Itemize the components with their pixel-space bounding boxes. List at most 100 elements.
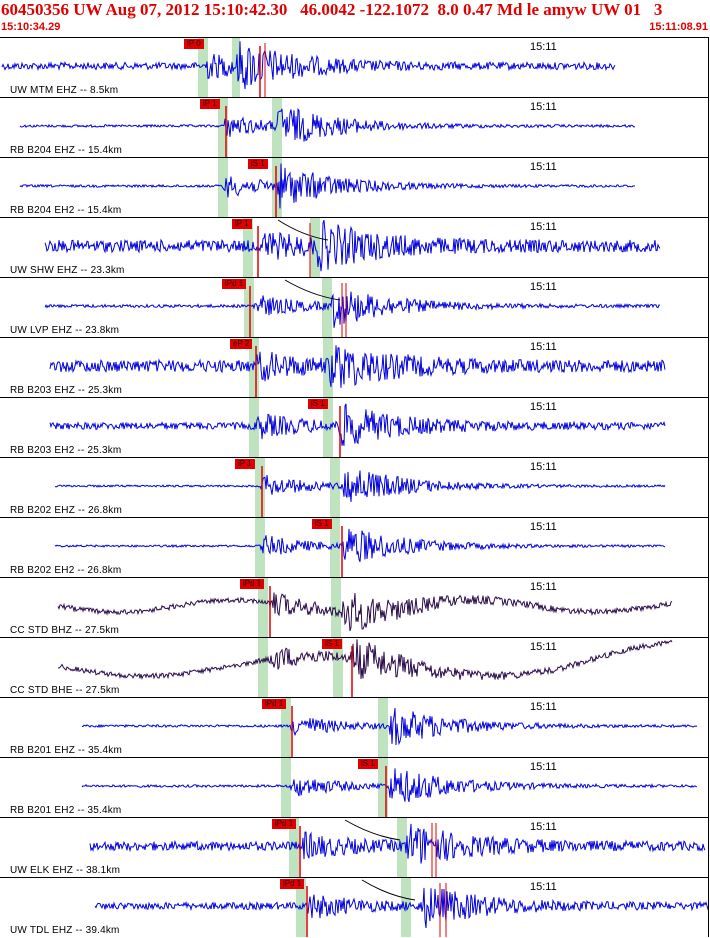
- p-window-band: [289, 818, 299, 877]
- minute-tick-label: 15:11: [530, 701, 557, 713]
- phase-pick-label[interactable]: iS 1: [248, 159, 268, 169]
- seismogram-panel[interactable]: iP 0 15:11 UW MTM EHZ -- 8.5km: [0, 37, 709, 97]
- minute-tick-label: 15:11: [530, 101, 557, 113]
- s-window-band: [330, 458, 340, 517]
- minute-tick-label: 15:11: [530, 821, 557, 833]
- station-channel-label: UW TDL EHZ -- 39.4km: [10, 925, 120, 936]
- minute-tick-label: 15:11: [530, 221, 557, 233]
- p-window-band: [281, 758, 291, 817]
- station-channel-label: UW LVP EHZ -- 23.8km: [10, 325, 120, 336]
- waveform-trace: [81, 708, 698, 746]
- waveform-trace: [54, 470, 666, 502]
- station-channel-label: RB B202 EHZ -- 26.8km: [10, 505, 123, 516]
- phase-pick-label[interactable]: iPd 1: [272, 819, 297, 829]
- minute-tick-label: 15:11: [530, 761, 557, 773]
- s-window-band: [331, 578, 341, 637]
- station-channel-label: CC STD BHZ -- 27.5km: [10, 625, 120, 636]
- seismogram-panel[interactable]: iP 1 15:11 UW SHW EHZ -- 23.3km: [0, 217, 709, 277]
- seismogram-panel[interactable]: iPd 1 15:11 UW TDL EHZ -- 39.4km: [0, 877, 709, 937]
- seismogram-panel[interactable]: iS 1 15:11 RB B201 EH2 -- 35.4km: [0, 757, 709, 817]
- travel-time-curve: [361, 879, 416, 901]
- station-channel-label: RB B203 EHZ -- 25.3km: [10, 385, 123, 396]
- waveform-plot: [44, 278, 661, 337]
- phase-pick-label[interactable]: iS 1: [308, 399, 328, 409]
- waveform-plot: [44, 218, 661, 277]
- phase-pick-label[interactable]: iPd 1: [222, 279, 247, 289]
- waveform-trace: [57, 592, 673, 632]
- waveform-plot: [49, 338, 666, 397]
- waveform-plot: [19, 158, 636, 217]
- waveform-trace: [81, 768, 698, 803]
- travel-time-curve: [284, 279, 341, 301]
- p-window-band: [249, 338, 259, 397]
- waveform-trace: [44, 291, 661, 328]
- station-channel-label: RB B203 EH2 -- 25.3km: [10, 445, 122, 456]
- s-window-band: [323, 338, 333, 397]
- seismogram-panels[interactable]: iP 0 15:11 UW MTM EHZ -- 8.5km iP 1 15:11 RB …: [0, 37, 710, 938]
- minute-tick-label: 15:11: [530, 641, 557, 653]
- seismogram-panel[interactable]: iP 1 15:11 RB B202 EHZ -- 26.8km: [0, 457, 709, 517]
- event-title: 60450356 UW Aug 07, 2012 15:10:42.30 46.…: [1, 0, 663, 19]
- waveform-plot: [94, 878, 708, 937]
- station-channel-label: UW SHW EHZ -- 23.3km: [10, 265, 125, 276]
- waveform-plot: [58, 638, 673, 697]
- phase-pick-label[interactable]: iS 1: [358, 759, 378, 769]
- p-window-band: [258, 578, 268, 637]
- waveform-trace: [19, 163, 636, 209]
- phase-pick-label[interactable]: iP 0: [184, 39, 204, 49]
- seismogram-panel[interactable]: iS 1 15:11 CC STD BHE -- 27.5km: [0, 637, 709, 697]
- minute-tick-label: 15:11: [530, 161, 557, 173]
- waveform-trace: [49, 345, 666, 388]
- seismogram-panel[interactable]: iS 1 15:11 RB B203 EH2 -- 25.3km: [0, 397, 709, 457]
- phase-pick-label[interactable]: iS 1: [312, 519, 332, 529]
- station-channel-label: RB B202 EH2 -- 26.8km: [10, 565, 122, 576]
- p-window-band: [258, 638, 268, 697]
- station-channel-label: RB B204 EH2 -- 15.4km: [10, 205, 122, 216]
- seismogram-panel[interactable]: iS 1 15:11 RB B202 EH2 -- 26.8km: [0, 517, 709, 577]
- p-window-band: [243, 218, 253, 277]
- minute-tick-label: 15:11: [530, 401, 557, 413]
- waveform-trace: [54, 528, 666, 562]
- minute-tick-label: 15:11: [530, 461, 557, 473]
- p-window-band: [218, 98, 228, 157]
- waveform-trace: [58, 639, 673, 681]
- p-window-band: [255, 518, 265, 577]
- minute-tick-label: 15:11: [530, 281, 557, 293]
- waveform-plot: [49, 398, 666, 457]
- minute-tick-label: 15:11: [530, 41, 557, 53]
- seismogram-panel[interactable]: iPd 1 15:11 UW ELK EHZ -- 38.1km: [0, 817, 709, 877]
- seismogram-panel[interactable]: iPd 1 15:11 RB B201 EHZ -- 35.4km: [0, 697, 709, 757]
- waveform-trace: [94, 887, 708, 929]
- seismogram-panel[interactable]: eP 2 15:11 RB B203 EHZ -- 25.3km: [0, 337, 709, 397]
- phase-pick-label[interactable]: iS 1: [322, 639, 342, 649]
- phase-pick-label[interactable]: iPd 1: [262, 699, 287, 709]
- phase-pick-label[interactable]: iPd 1: [280, 879, 305, 889]
- travel-time-curve: [277, 219, 329, 241]
- station-channel-label: UW MTM EHZ -- 8.5km: [10, 85, 119, 96]
- station-channel-label: RB B204 EHZ -- 15.4km: [10, 145, 123, 156]
- waveform-plot: [1, 38, 616, 97]
- s-window-band: [333, 638, 343, 697]
- s-window-band: [272, 98, 282, 157]
- seismogram-panel[interactable]: iPd 1 15:11 CC STD BHZ -- 27.5km: [0, 577, 709, 637]
- phase-pick-label[interactable]: iPd 1: [240, 579, 265, 589]
- s-window-band: [397, 818, 407, 877]
- waveform-plot: [54, 458, 666, 517]
- station-channel-label: UW ELK EHZ -- 38.1km: [10, 865, 121, 876]
- station-channel-label: RB B201 EHZ -- 35.4km: [10, 745, 123, 756]
- start-time: 15:10:34.29: [1, 21, 61, 33]
- phase-pick-label[interactable]: iP 1: [232, 219, 252, 229]
- s-window-band: [378, 698, 388, 757]
- phase-pick-label[interactable]: iP 1: [200, 99, 220, 109]
- s-window-band: [401, 878, 411, 937]
- waveform-plot: [81, 698, 698, 757]
- waveform-trace: [19, 107, 636, 142]
- seismogram-panel[interactable]: iP 1 15:11 RB B204 EHZ -- 15.4km: [0, 97, 709, 157]
- phase-pick-label[interactable]: eP 2: [230, 339, 253, 349]
- phase-pick-label[interactable]: iP 1: [235, 459, 255, 469]
- seismogram-panel[interactable]: iPd 1 15:11 UW LVP EHZ -- 23.8km: [0, 277, 709, 337]
- end-time: 15:11:08.91: [649, 21, 708, 33]
- seismogram-panel[interactable]: iS 1 15:11 RB B204 EH2 -- 15.4km: [0, 157, 709, 217]
- waveform-plot: [57, 578, 673, 637]
- minute-tick-label: 15:11: [530, 581, 557, 593]
